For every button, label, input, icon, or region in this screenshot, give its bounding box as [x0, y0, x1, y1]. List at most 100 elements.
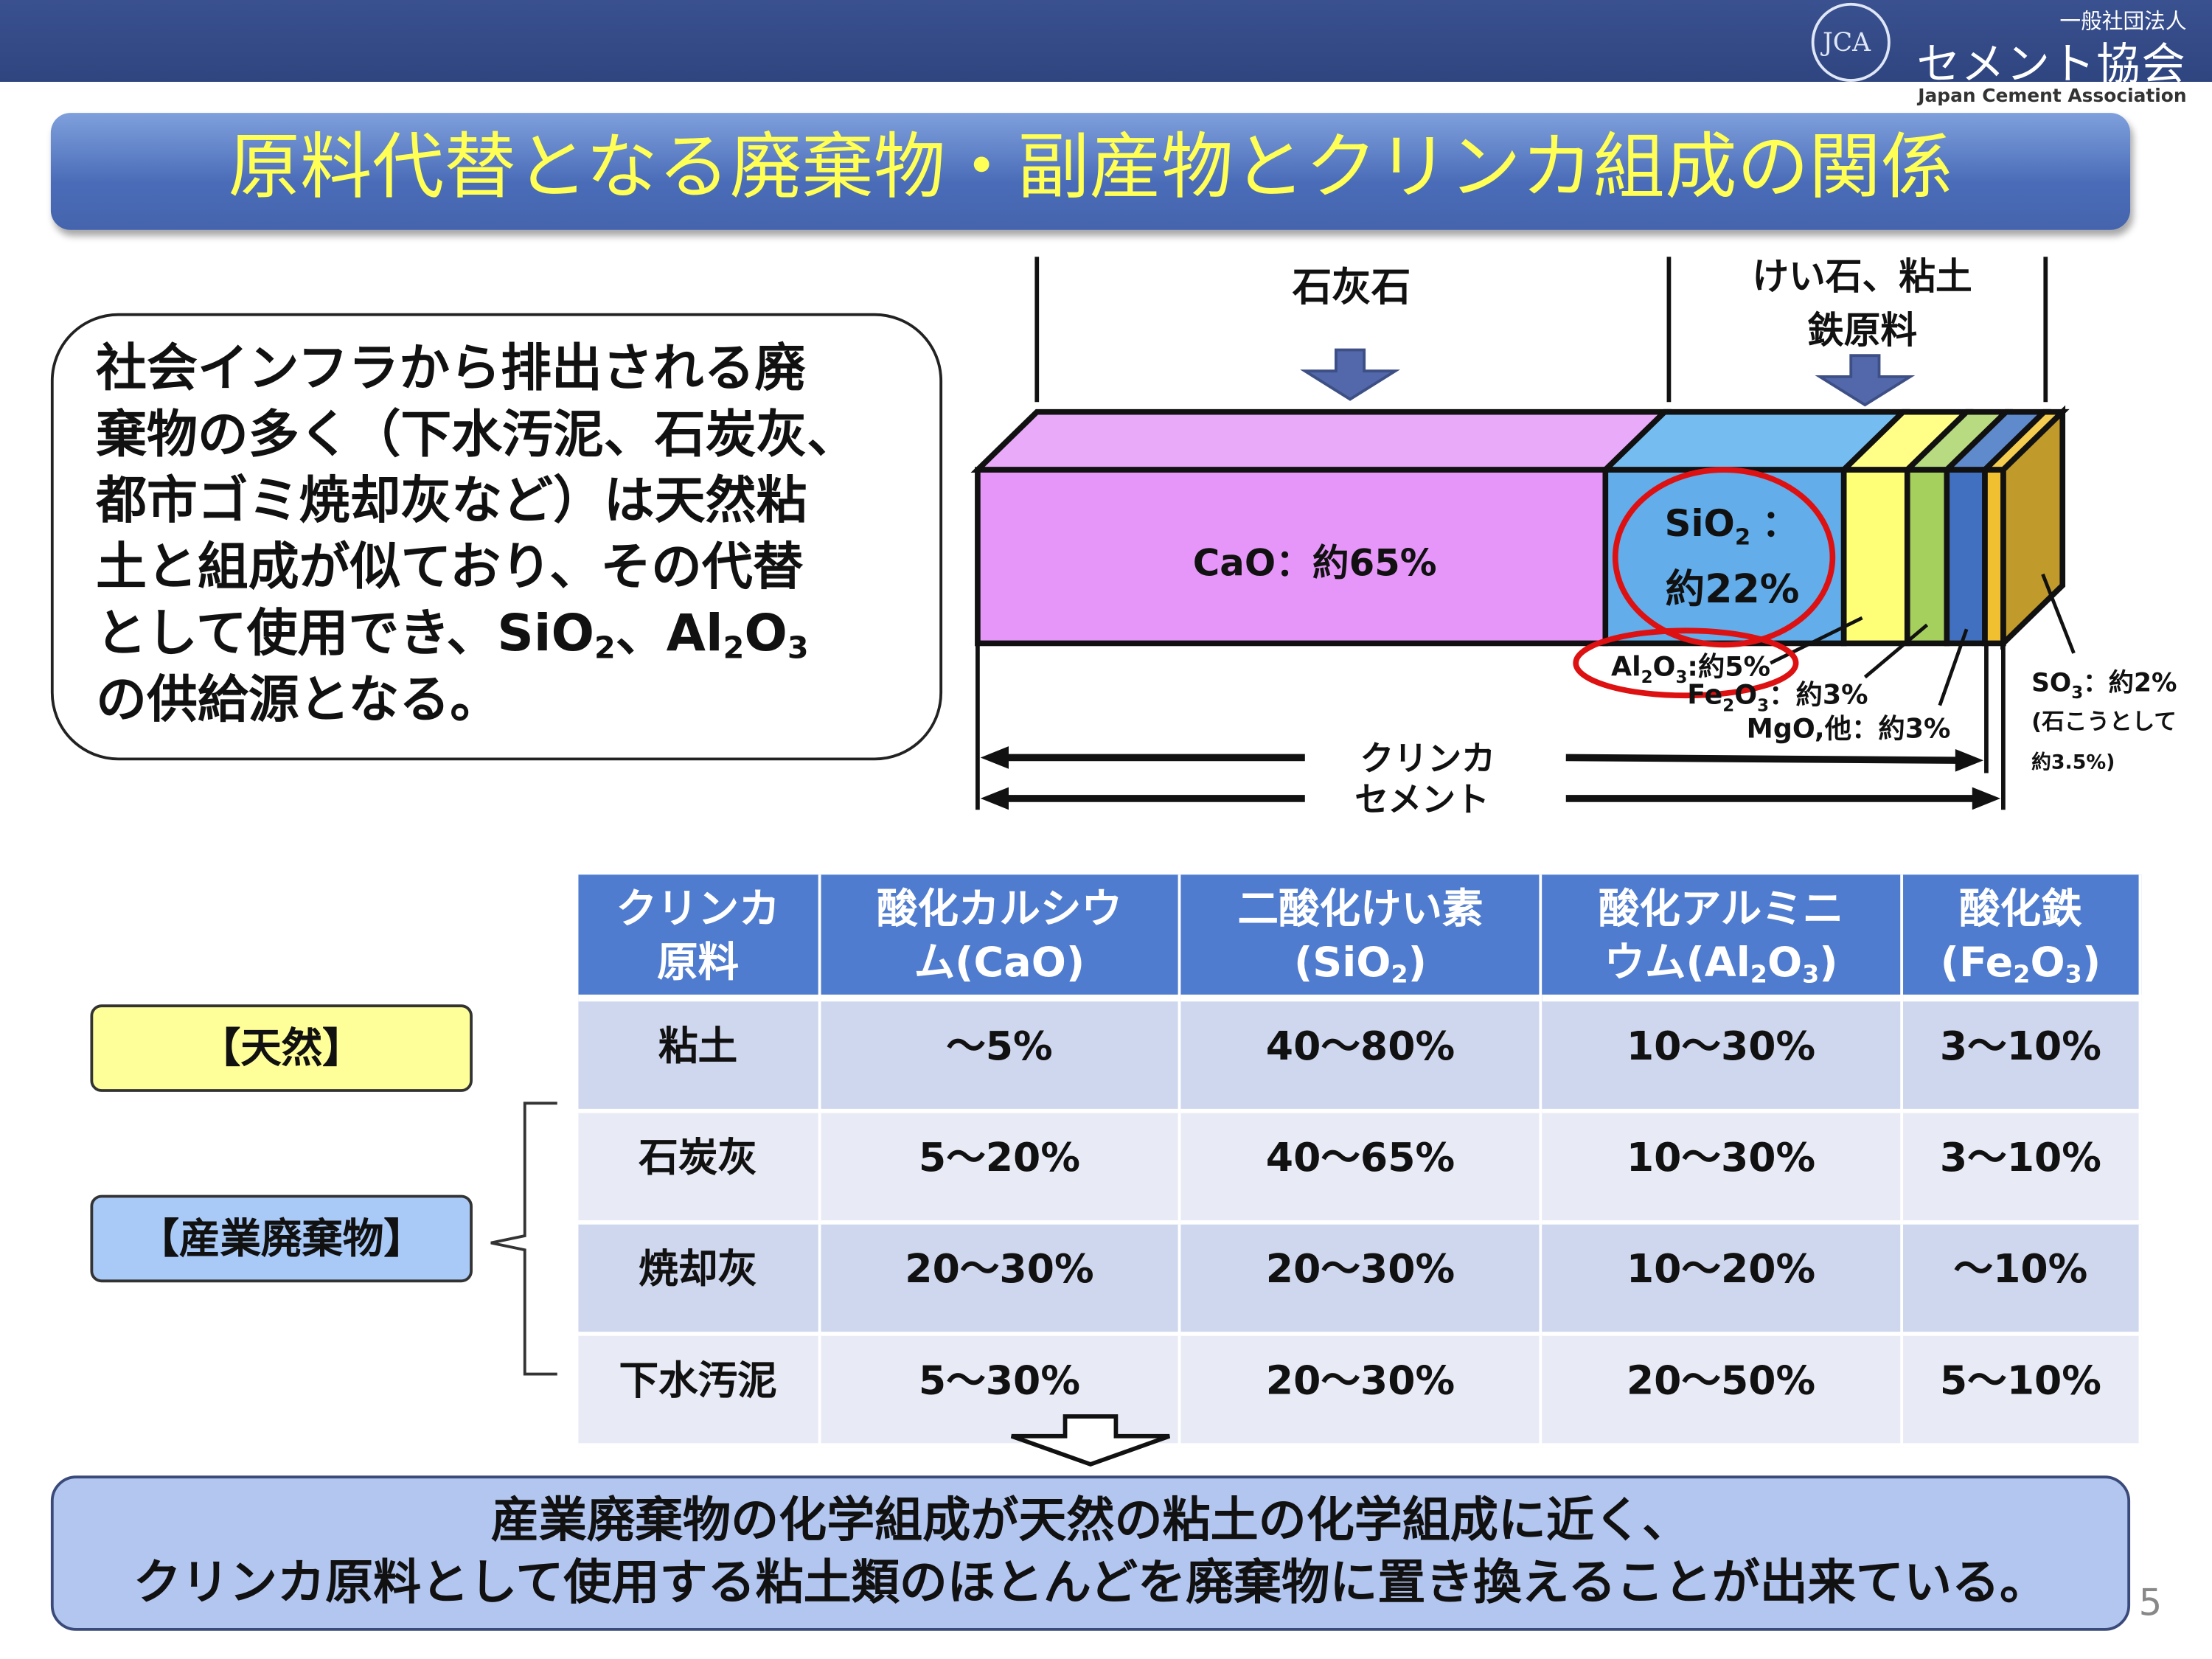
sio2-label-sub: 2 — [1735, 525, 1750, 551]
mgo-label: MgO,他：約3% — [1747, 713, 1951, 745]
subscript: 2 — [1722, 696, 1734, 715]
table-cell: 40～80% — [1181, 1001, 1543, 1113]
label-industrial-waste: 【産業廃棄物】 — [90, 1194, 473, 1283]
text-segment: ) — [1408, 937, 1427, 986]
table-cell: 10～30% — [1542, 1113, 1903, 1225]
text-segment: 棄物の多く（下水汚泥、石炭灰、 — [96, 406, 858, 465]
text-segment: 都市ゴミ焼却灰など）は天然粘 — [96, 472, 807, 531]
subscript: 2 — [1641, 668, 1653, 687]
table-cell: 20～50% — [1542, 1335, 1903, 1448]
text-segment: 原料 — [657, 937, 740, 986]
column-header-line: (SiO2) — [1181, 935, 1540, 989]
subscript: 2 — [594, 630, 616, 667]
column-header: 酸化鉄 (Fe2O3) — [1902, 874, 2142, 1002]
so3-note-2: 約3.5%) — [2031, 751, 2115, 774]
subscript: 3 — [2065, 960, 2082, 989]
row-material: 焼却灰 — [578, 1224, 821, 1336]
arrow-down-outline-icon — [1010, 1414, 1171, 1467]
table-row: 石炭灰 5～20% 40～65% 10～30% 3～10% — [578, 1113, 2142, 1225]
table-cell: 10～30% — [1542, 1001, 1903, 1113]
column-header-line: 二酸化けい素 — [1237, 883, 1484, 932]
leader-line — [1938, 628, 1969, 706]
clinker-label: クリンカ — [1360, 739, 1495, 779]
conclusion-line-1: 産業廃棄物の化学組成が天然の粘土の化学組成に近く、 — [490, 1492, 1691, 1549]
so3-segment — [1982, 467, 2006, 647]
text-segment: として使用でき、SiO — [96, 605, 595, 664]
column-header-line: クリンカ — [616, 883, 780, 932]
text-segment: O — [1734, 679, 1757, 711]
table-cell: 40～65% — [1181, 1113, 1543, 1225]
text-segment: O — [1653, 650, 1676, 682]
table-cell: 3～10% — [1902, 1113, 2142, 1225]
subscript: 3 — [1675, 668, 1687, 687]
subscript: 3 — [1802, 960, 1820, 989]
clinker-composition-diagram: 石灰石 けい石、粘土 鉄原料 CaO：約65% SiO2： 約22% Al2O3… — [970, 255, 2177, 819]
text-segment: :約5% — [1687, 650, 1770, 682]
conclusion-line-2: クリンカ原料として使用する粘土類のほとんどを廃棄物に置き換えることが出来ている。 — [133, 1554, 2048, 1611]
highlight-circle — [1573, 627, 1799, 699]
text-segment: 、Al — [615, 605, 723, 664]
summary-textbox: 社会インフラから排出される廃 棄物の多く（下水汚泥、石炭灰、 都市ゴミ焼却灰など）は… — [50, 313, 943, 761]
table-cell: 5～30% — [820, 1335, 1182, 1448]
sio2-label-colon: ： — [1761, 502, 1798, 545]
label-natural: 【天然】 — [90, 1004, 473, 1092]
subscript: 2 — [1391, 960, 1408, 989]
cao-segment — [975, 467, 1609, 647]
text-segment: (Fe — [1940, 937, 2014, 986]
column-header-line: (Fe2O3) — [1902, 935, 2138, 989]
text-segment: (SiO — [1293, 937, 1391, 986]
summary-line: として使用でき、SiO2、Al2O3 — [96, 601, 939, 667]
subscript: 2 — [723, 630, 745, 667]
logo: JCA 一般社団法人 セメント協会 Japan Cement Associati… — [1798, 0, 2193, 110]
table-cell: ～10% — [1902, 1224, 2142, 1336]
table-row: 焼却灰 20～30% 20～30% 10～20% ～10% — [578, 1224, 2142, 1336]
column-header-line: 酸化アルミニ — [1598, 883, 1844, 932]
org-name-en: Japan Cement Association — [1918, 86, 2187, 108]
text-segment: ) — [2081, 937, 2101, 986]
cement-label: セメント — [1354, 779, 1489, 819]
text-segment: Fe — [1687, 679, 1722, 711]
table-header-row: クリンカ 原料 酸化カルシウ ム(CaO) 二酸化けい素 (SiO2) 酸化アルミニ ウム(A… — [578, 874, 2142, 1002]
subscript: 2 — [1750, 960, 1767, 989]
logo-mark-text: JCA — [1822, 28, 1871, 58]
source-clay: けい石、粘土 — [1752, 255, 1972, 298]
arrow-down-icon — [1300, 348, 1400, 401]
text-segment: ) — [1819, 937, 1838, 986]
sio2-label-text: SiO — [1665, 502, 1735, 545]
text-segment: O — [744, 605, 787, 664]
subscript: 3 — [787, 630, 809, 667]
text-segment: ウム(Al — [1604, 937, 1750, 986]
row-material: 下水汚泥 — [578, 1335, 821, 1448]
logo-mark-icon — [1811, 2, 1891, 82]
table-cell: 5～10% — [1902, 1335, 2142, 1448]
row-material: 石炭灰 — [578, 1113, 821, 1225]
fe2o3-label: Fe2O3：約3% — [1687, 679, 1868, 716]
so3-label: SO3：約2% — [2031, 669, 2177, 703]
text-segment: Al — [1611, 650, 1641, 682]
so3-note: (石こうとして — [2031, 709, 2177, 735]
highlight-circle — [1612, 467, 1836, 648]
text-segment: O — [2030, 937, 2065, 986]
subscript: 2 — [2013, 960, 2031, 989]
text-segment: ム(CaO) — [914, 937, 1085, 986]
column-header: クリンカ 原料 — [578, 874, 821, 1002]
fe2o3-segment — [1904, 467, 1950, 647]
column-header-line: 酸化鉄 — [1959, 883, 2082, 932]
text-segment: ：約3% — [1769, 679, 1868, 711]
leader-line — [1863, 623, 1929, 679]
column-header-line: 原料 — [578, 935, 817, 989]
source-limestone: 石灰石 — [1293, 264, 1411, 310]
subscript: 3 — [2071, 684, 2083, 703]
table-row: 下水汚泥 5～30% 20～30% 20～50% 5～10% — [578, 1335, 2142, 1448]
al2o3-label: Al2O3:約5% — [1611, 650, 1770, 687]
sio2-label: SiO2 ： — [1665, 502, 1799, 550]
arrow-right-icon — [1972, 787, 2001, 810]
column-header: 酸化アルミニ ウム(Al2O3) — [1542, 874, 1903, 1002]
conclusion-box: 産業廃棄物の化学組成が天然の粘土の化学組成に近く、 クリンカ原料として使用する粘… — [50, 1475, 2131, 1631]
brace-icon — [490, 1102, 557, 1376]
summary-line: 社会インフラから排出される廃 — [96, 335, 939, 402]
org-name: セメント協会 — [1916, 39, 2187, 91]
leader-line — [2041, 573, 2076, 654]
page-number: 5 — [2138, 1582, 2163, 1626]
al2o3-segment — [1840, 467, 1910, 647]
